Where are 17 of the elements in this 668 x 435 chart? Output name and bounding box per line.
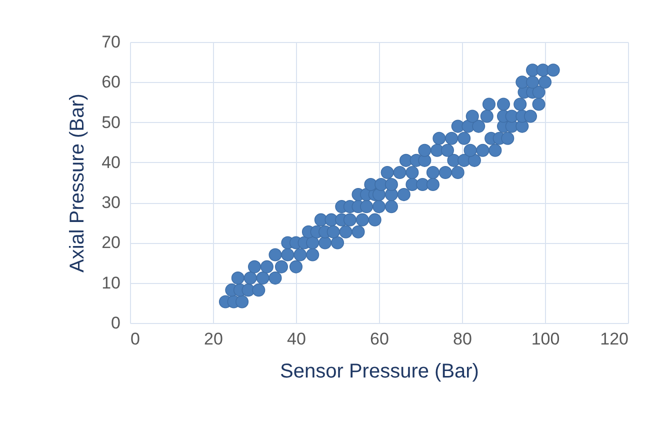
y-tick-label: 70 bbox=[102, 32, 120, 52]
y-tick-label: 10 bbox=[102, 273, 120, 292]
x-axis-title: Sensor Pressure (Bar) bbox=[280, 360, 479, 382]
x-tick-label: 120 bbox=[600, 330, 628, 348]
x-tick-label: 80 bbox=[453, 330, 472, 348]
y-tick-label: 0 bbox=[111, 314, 120, 332]
x-tick-label: 40 bbox=[287, 330, 306, 348]
y-tick-label: 60 bbox=[102, 72, 120, 92]
y-tick-label: 30 bbox=[102, 193, 120, 212]
y-tick-label: 20 bbox=[102, 233, 120, 252]
x-tick-label: 60 bbox=[370, 330, 389, 348]
x-tick-label: 20 bbox=[204, 330, 223, 348]
x-tick-label: 0 bbox=[130, 330, 140, 348]
y-axis-title: Axial Pressure (Bar) bbox=[66, 94, 89, 272]
y-tick-label: 40 bbox=[102, 152, 120, 172]
y-tick-label: 50 bbox=[102, 112, 120, 132]
x-tick-label: 100 bbox=[531, 330, 560, 348]
